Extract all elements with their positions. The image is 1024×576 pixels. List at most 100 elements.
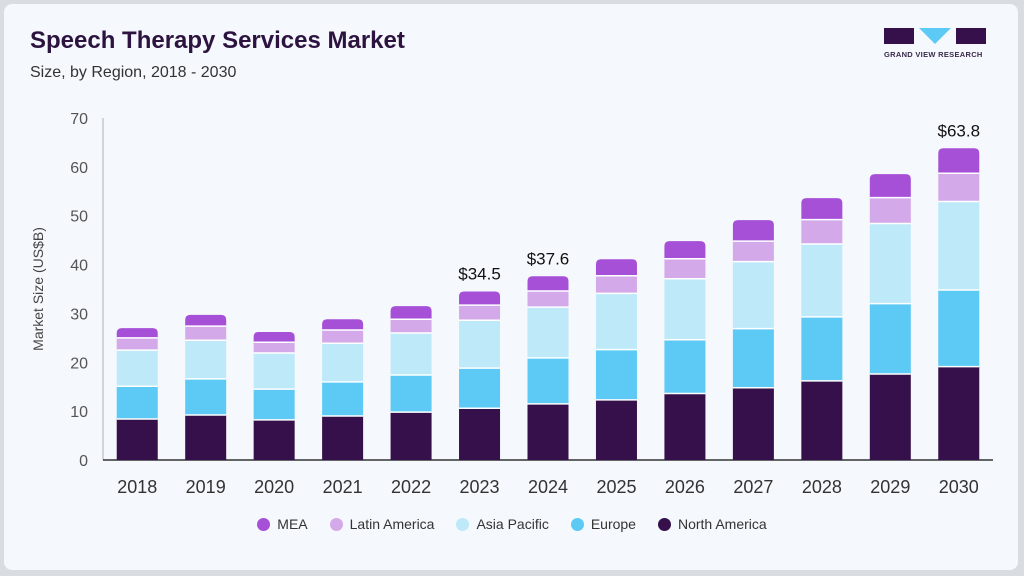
- bar-segment-asia-pacific: [527, 307, 569, 358]
- bar-segment-mea: [116, 328, 158, 338]
- legend-swatch: [329, 517, 343, 531]
- y-tick-label: 20: [70, 355, 88, 372]
- bar-segment-europe: [869, 303, 911, 375]
- y-axis-label: Market Size (US$B): [30, 227, 46, 351]
- legend: MEA Latin America Asia Pacific Europe North …: [0, 516, 1024, 532]
- chart-title: Speech Therapy Services Market: [30, 27, 405, 54]
- bar-segment-latin-america: [664, 258, 706, 279]
- bar-segment-asia-pacific: [116, 350, 158, 387]
- x-tick-label: 2027: [733, 477, 773, 497]
- bar-segment-asia-pacific: [459, 320, 501, 369]
- legend-item: MEA: [257, 516, 308, 532]
- bar-segment-mea: [459, 291, 501, 306]
- bar-segment-north-america: [664, 393, 706, 460]
- bar-segment-mea: [732, 220, 774, 242]
- bar-segment-europe: [459, 368, 501, 409]
- y-tick-label: 40: [70, 258, 88, 275]
- bar-segment-mea: [185, 314, 227, 327]
- bar-segment-europe: [527, 357, 569, 404]
- y-tick-label: 10: [70, 404, 88, 421]
- y-tick-label: 60: [70, 160, 88, 177]
- y-tick-label: 30: [70, 306, 88, 323]
- bar-segment-latin-america: [116, 337, 158, 351]
- x-tick-label: 2019: [186, 477, 226, 497]
- y-tick-label: 50: [70, 209, 88, 226]
- bar-segment-north-america: [869, 374, 911, 460]
- x-tick-label: 2021: [323, 477, 363, 497]
- bar-segment-asia-pacific: [732, 261, 774, 329]
- legend-swatch: [456, 517, 470, 531]
- bar-segment-latin-america: [527, 290, 569, 308]
- bar-segment-europe: [116, 386, 158, 419]
- bar-segment-latin-america: [869, 197, 911, 224]
- legend-label: MEA: [277, 516, 308, 532]
- bar-segment-asia-pacific: [801, 244, 843, 317]
- bar-segment-north-america: [459, 408, 501, 460]
- bar-segment-europe: [938, 289, 980, 367]
- bar-segment-north-america: [527, 403, 569, 460]
- bar-segment-mea: [595, 259, 637, 276]
- bar-segment-north-america: [732, 387, 774, 460]
- bar-segment-latin-america: [595, 275, 637, 294]
- data-label-total: $63.8: [937, 121, 980, 140]
- x-tick-label: 2028: [802, 477, 842, 497]
- x-tick-label: 2029: [870, 477, 910, 497]
- bar-segment-mea: [801, 198, 843, 220]
- bar-segment-asia-pacific: [253, 353, 295, 390]
- x-tick-label: 2025: [596, 477, 636, 497]
- legend-item: Asia Pacific: [456, 516, 549, 532]
- bar-segment-north-america: [390, 412, 432, 460]
- chart-subtitle: Size, by Region, 2018 - 2030: [30, 64, 237, 81]
- y-tick-label: 70: [70, 111, 88, 128]
- bar-segment-mea: [869, 174, 911, 198]
- bar-segment-europe: [801, 316, 843, 381]
- bar-segment-asia-pacific: [322, 343, 364, 382]
- y-tick-label: 0: [79, 453, 88, 470]
- legend-item: Latin America: [329, 516, 435, 532]
- bar-segment-north-america: [938, 366, 980, 460]
- x-tick-label: 2022: [391, 477, 431, 497]
- bar-segment-mea: [253, 331, 295, 343]
- bar-segment-mea: [664, 241, 706, 259]
- bar-segment-latin-america: [253, 342, 295, 354]
- legend-label: Latin America: [349, 516, 435, 532]
- bar-segment-north-america: [116, 418, 158, 460]
- data-label-total: $34.5: [458, 264, 501, 283]
- bar-segment-europe: [732, 328, 774, 388]
- bar-segment-mea: [390, 306, 432, 320]
- bar-segment-north-america: [253, 419, 295, 460]
- grand-view-research-logo: [884, 28, 986, 44]
- legend-item: Europe: [570, 516, 636, 532]
- bar-segment-north-america: [322, 416, 364, 460]
- x-tick-label: 2018: [117, 477, 157, 497]
- bar-segment-asia-pacific: [185, 340, 227, 379]
- bar-segment-latin-america: [459, 305, 501, 321]
- x-tick-label: 2020: [254, 477, 294, 497]
- bar-segment-latin-america: [732, 241, 774, 262]
- data-label-total: $37.6: [527, 249, 570, 268]
- bar-segment-asia-pacific: [595, 293, 637, 350]
- bar-segment-europe: [253, 389, 295, 420]
- bar-segment-latin-america: [185, 326, 227, 341]
- bar-segment-europe: [322, 381, 364, 417]
- legend-label: Europe: [590, 516, 636, 532]
- legend-swatch: [657, 517, 671, 531]
- bar-segment-north-america: [185, 415, 227, 460]
- bar-segment-europe: [390, 374, 432, 413]
- x-tick-label: 2026: [665, 477, 705, 497]
- bar-segment-europe: [595, 349, 637, 400]
- bar-segment-europe: [185, 378, 227, 416]
- legend-swatch: [570, 517, 584, 531]
- bar-segment-latin-america: [322, 330, 364, 344]
- x-tick-label: 2023: [460, 477, 500, 497]
- legend-item: North America: [657, 516, 767, 532]
- bar-segment-latin-america: [390, 319, 432, 333]
- x-tick-label: 2024: [528, 477, 568, 497]
- bar-segment-mea: [322, 319, 364, 331]
- bar-segment-asia-pacific: [390, 332, 432, 375]
- logo-text: GRAND VIEW RESEARCH: [884, 50, 983, 59]
- chart-card: [4, 4, 1018, 570]
- bar-segment-north-america: [801, 380, 843, 460]
- bar-segment-asia-pacific: [869, 223, 911, 304]
